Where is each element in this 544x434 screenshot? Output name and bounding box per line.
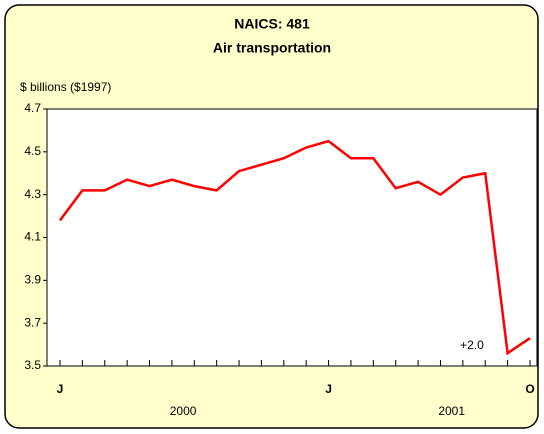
x-tick-label: J <box>325 382 332 396</box>
data-line <box>58 139 531 356</box>
y-axis-label: $ billions ($1997) <box>20 80 111 94</box>
chart-subtitle: Air transportation <box>213 40 331 56</box>
y-tick-label: 3.9 <box>24 273 41 287</box>
chart-title: NAICS: 481 <box>234 16 310 32</box>
y-tick-label: 3.5 <box>24 358 41 372</box>
y-tick-label: 4.5 <box>24 144 41 158</box>
y-tick-label: 4.7 <box>24 101 41 115</box>
annotation: +2.0 <box>460 338 484 352</box>
year-label: 2001 <box>438 404 465 418</box>
y-tick-label: 4.3 <box>24 187 41 201</box>
plot-area <box>46 108 538 367</box>
y-tick-label: 4.1 <box>24 230 41 244</box>
y-tick-label: 3.7 <box>24 315 41 329</box>
x-tick-label: O <box>525 382 534 396</box>
x-tick-label: J <box>57 382 64 396</box>
year-label: 2000 <box>170 404 197 418</box>
